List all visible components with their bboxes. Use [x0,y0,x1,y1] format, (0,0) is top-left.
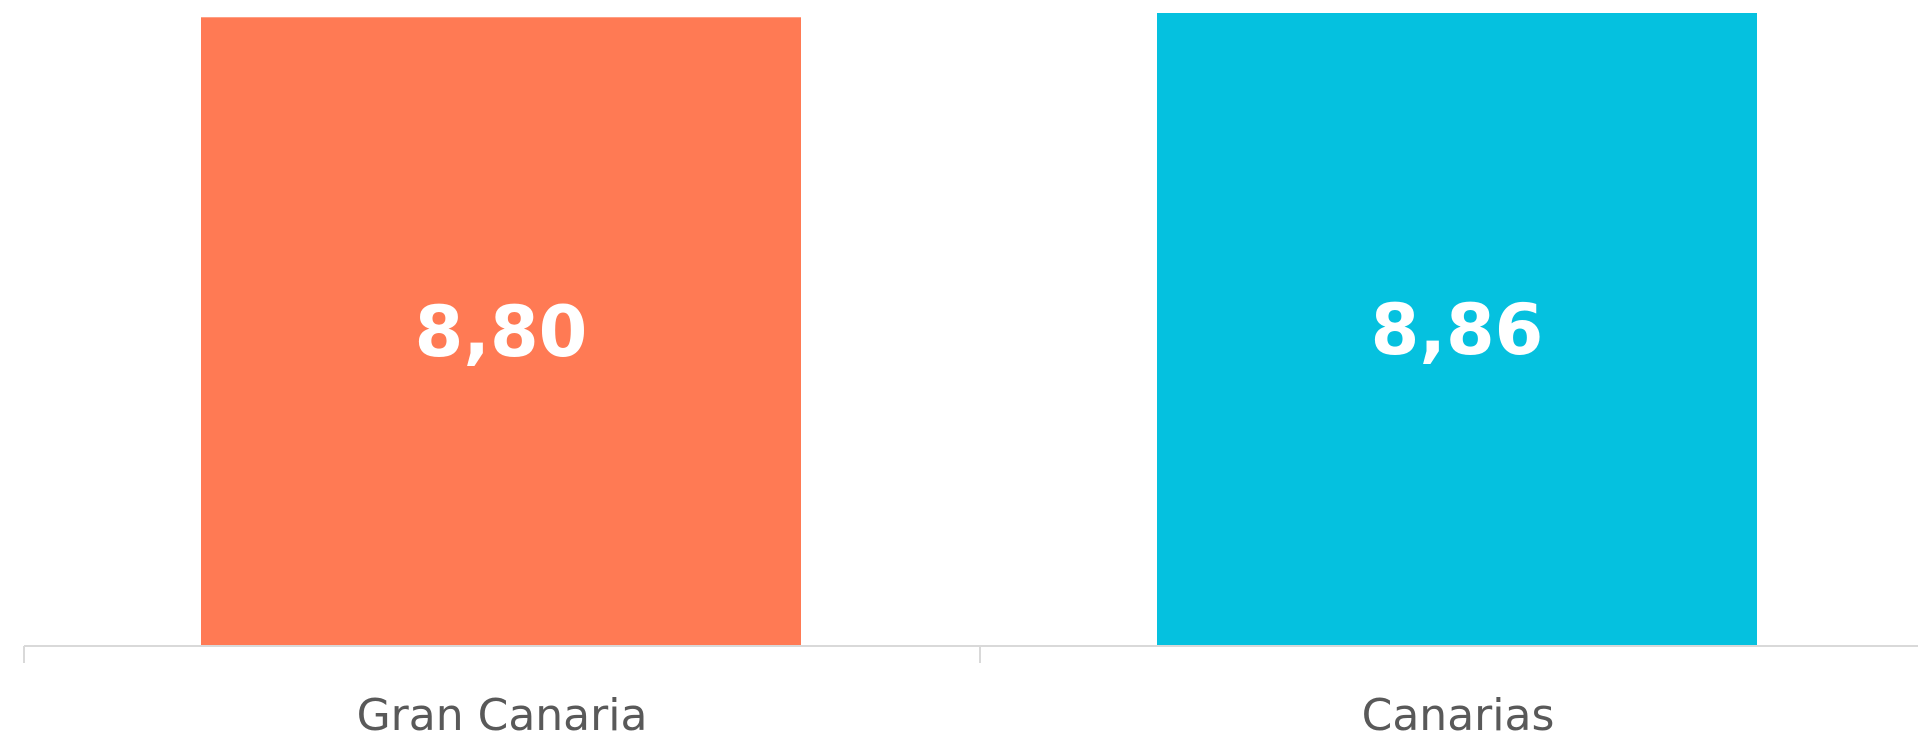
x-axis [23,645,1918,663]
bar-gran-canaria [201,17,801,646]
labels-layer: 8,80 Gran Canaria 8,86 Canarias [357,289,1555,741]
bars-layer [201,13,1757,646]
data-label-gran-canaria: 8,80 [415,291,588,373]
category-label-gran-canaria: Gran Canaria [357,690,648,741]
data-label-canarias: 8,86 [1371,289,1544,371]
category-label-canarias: Canarias [1362,690,1555,741]
bar-canarias [1157,13,1757,645]
